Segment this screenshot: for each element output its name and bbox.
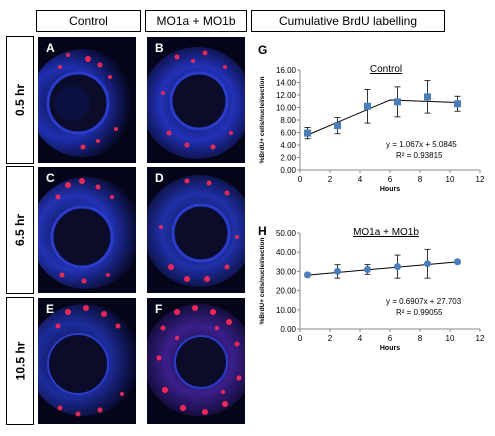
- micrograph-panel-f: F: [147, 298, 245, 424]
- chart-h-data-point: [454, 258, 461, 266]
- chart-g-title: Control: [370, 64, 402, 75]
- micrograph-panel-b: B: [147, 37, 245, 163]
- chart-g-x-tick-label: 8: [418, 175, 423, 184]
- panel-letter-e: E: [46, 302, 55, 316]
- micrograph-panel-e: E: [38, 298, 136, 424]
- chart-morpholino-cumulative-brdu: H MO1a + MO1b 0.00 10.00 20.00 30.00 40.00 50.0…: [258, 225, 485, 352]
- header-morpholino: MO1a + MO1b: [145, 10, 247, 32]
- chart-h-x-tick-label: 6: [388, 334, 393, 343]
- chart-g-data-point: [334, 122, 341, 130]
- chart-g-x-tick-label: 4: [358, 175, 363, 184]
- header-control: Control: [36, 10, 141, 32]
- chart-h-y-tick-label: 30.00: [276, 267, 297, 276]
- micrograph-panel-c: C: [38, 167, 136, 293]
- chart-g-y-tick-label: 14.00: [276, 79, 297, 88]
- panel-letter-a: A: [46, 41, 55, 55]
- chart-g-y-tick-label: 10.00: [276, 104, 297, 113]
- chart-g-data-point: [304, 129, 311, 137]
- chart-h-data-point: [424, 260, 431, 268]
- chart-h-panel-letter: H: [258, 225, 267, 238]
- chart-g-x-tick-label: 2: [328, 175, 333, 184]
- header-morpholino-label: MO1a + MO1b: [156, 14, 236, 28]
- chart-g-y-axis-label: %BrdU+ cells/nuclei/section: [259, 77, 266, 164]
- chart-g-y-tick-label: 4.00: [280, 141, 296, 150]
- row-label-6-5hr-text: 6.5 hr: [13, 213, 28, 247]
- chart-h-data-point: [334, 267, 341, 275]
- chart-h-data-point: [364, 265, 371, 273]
- row-label-0-5hr-text: 0.5 hr: [13, 83, 28, 117]
- chart-g-trend-line: [307, 99, 458, 136]
- chart-g-data-point: [364, 102, 371, 110]
- chart-g-y-tick-label: 8.00: [280, 116, 296, 125]
- chart-h-x-tick-label: 4: [358, 334, 363, 343]
- row-label-0-5hr: 0.5 hr: [6, 36, 34, 164]
- chart-h-x-tick-label: 2: [328, 334, 333, 343]
- chart-h-data-point: [394, 263, 401, 271]
- chart-g-y-tick-label: 2.00: [280, 154, 296, 163]
- chart-g-y-tick-label: 12.00: [276, 91, 297, 100]
- chart-g-y-tick-label: 0.00: [280, 166, 296, 175]
- panel-letter-f: F: [155, 302, 163, 316]
- header-cumulative-label: Cumulative BrdU labelling: [278, 14, 418, 28]
- row-label-6-5hr: 6.5 hr: [6, 166, 34, 294]
- chart-h-title: MO1a + MO1b: [353, 227, 419, 238]
- chart-g-y-tick-label: 16.00: [276, 66, 297, 75]
- chart-h-y-tick-label: 10.00: [276, 306, 297, 315]
- chart-h-equation: y = 0.6907x + 27.703: [386, 297, 462, 306]
- chart-g-panel-letter: G: [258, 44, 267, 57]
- micrograph-panel-a: A: [38, 37, 136, 163]
- row-label-10-5hr-text: 10.5 hr: [13, 341, 28, 381]
- chart-h-y-tick-label: 0.00: [280, 325, 296, 334]
- chart-g-data-point: [394, 98, 401, 106]
- chart-g-x-tick-label: 10: [446, 175, 455, 184]
- chart-g-equation: y = 1.067x + 5.0845: [386, 140, 457, 149]
- chart-g-x-tick-label: 0: [298, 175, 303, 184]
- chart-h-x-tick-label: 10: [446, 334, 455, 343]
- chart-h-r-squared: R² = 0.99055: [396, 308, 443, 317]
- chart-h-x-axis-label: Hours: [380, 345, 400, 352]
- chart-g-data-point: [424, 93, 431, 101]
- chart-g-x-axis-label: Hours: [380, 186, 400, 193]
- chart-h-x-tick-label: 8: [418, 334, 423, 343]
- chart-g-x-tick-label: 12: [476, 175, 485, 184]
- micrograph-panel-d: D: [147, 167, 245, 293]
- chart-h-x-tick-label: 12: [476, 334, 485, 343]
- chart-h-y-axis-label: %BrdU+ cells/nuclei/section: [259, 238, 266, 325]
- chart-control-cumulative-brdu: G Control 0.00 2.00 4.00 6.00 8.00 10.00 12.00 14…: [258, 44, 485, 193]
- chart-g-x-tick-label: 6: [388, 175, 393, 184]
- chart-h-x-tick-label: 0: [298, 334, 303, 343]
- header-cumulative: Cumulative BrdU labelling: [251, 10, 445, 32]
- header-control-label: Control: [69, 14, 108, 28]
- row-label-10-5hr: 10.5 hr: [6, 297, 34, 425]
- chart-h-y-tick-label: 40.00: [276, 248, 297, 257]
- chart-h-trend-line: [307, 261, 458, 276]
- chart-g-r-squared: R² = 0.93815: [396, 151, 443, 160]
- chart-h-y-tick-label: 50.00: [276, 229, 297, 238]
- chart-h-data-point: [304, 271, 311, 279]
- chart-g-y-tick-label: 6.00: [280, 129, 296, 138]
- chart-h-y-tick-label: 20.00: [276, 287, 297, 296]
- panel-letter-c: C: [46, 171, 55, 185]
- panel-letter-d: D: [155, 171, 164, 185]
- panel-letter-b: B: [155, 41, 164, 55]
- chart-g-data-point: [454, 100, 461, 108]
